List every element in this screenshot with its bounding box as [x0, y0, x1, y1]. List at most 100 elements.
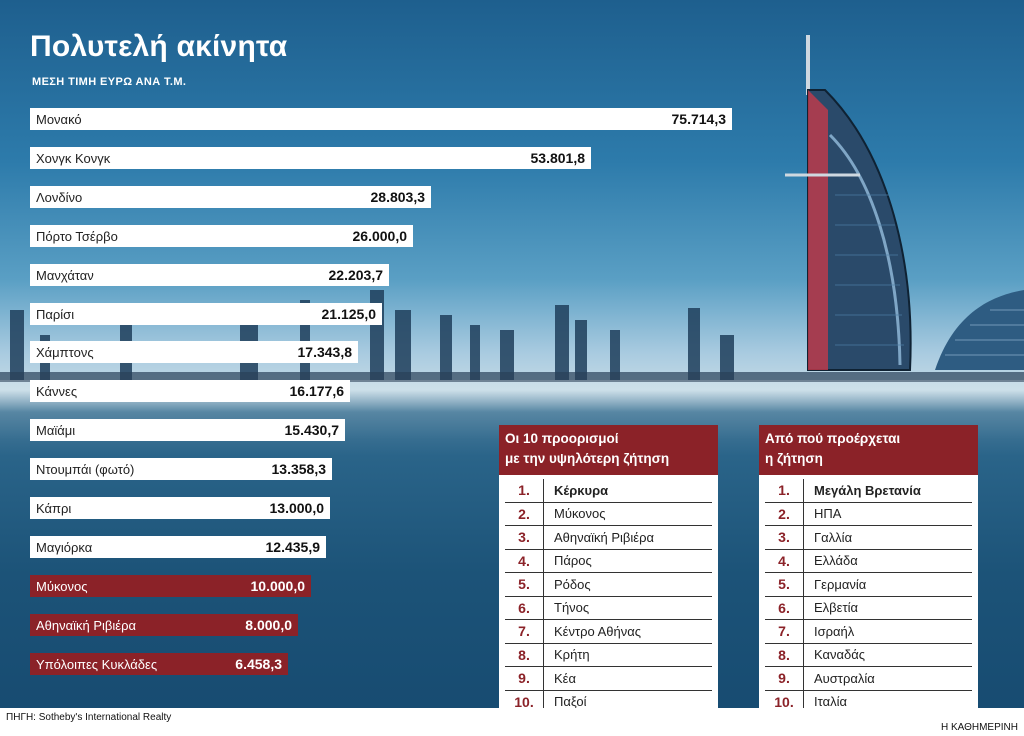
- destination-name: Τήνος: [554, 600, 590, 616]
- source-credit: ΠΗΓΗ: Sotheby's International Realty: [6, 712, 172, 723]
- origin-name: Αυστραλία: [814, 670, 875, 686]
- origin-row: 3. Γαλλία: [765, 526, 972, 550]
- bar-label: Μύκονος: [36, 578, 88, 594]
- bar-label: Κάπρι: [36, 500, 72, 516]
- destination-row: 3. Αθηναϊκή Ριβιέρα: [505, 526, 712, 550]
- destination-row: 7. Κέντρο Αθήνας: [505, 620, 712, 644]
- dome-building-illustration: [935, 290, 1024, 370]
- origin-rank: 8.: [765, 643, 804, 666]
- origin-name: Γαλλία: [814, 529, 853, 545]
- destination-rank: 3.: [505, 526, 544, 549]
- bar-value: 17.343,8: [297, 344, 353, 360]
- demand-origin-panel: Από πού προέρχεται η ζήτηση 1. Μεγάλη Βρε…: [759, 425, 978, 717]
- bar-value: 12.435,9: [265, 539, 321, 555]
- bar-15: Υπόλοιπες Κυκλάδες 6.458,3: [30, 653, 288, 675]
- origin-row: 6. Ελβετία: [765, 596, 972, 620]
- destination-rank: 7.: [505, 620, 544, 643]
- bar-value: 26.000,0: [352, 228, 408, 244]
- bar-value: 16.177,6: [289, 383, 345, 399]
- destination-name: Κρήτη: [554, 647, 590, 663]
- bar-label: Κάννες: [36, 383, 78, 399]
- destination-row: 1. Κέρκυρα: [505, 479, 712, 503]
- origin-row: 2. ΗΠΑ: [765, 502, 972, 526]
- bar-value: 21.125,0: [321, 306, 377, 322]
- destinations-panel: Οι 10 προορισμοί με την υψηλότερη ζήτηση…: [499, 425, 718, 717]
- bar-label: Λονδίνο: [36, 189, 83, 205]
- origin-row: 10. Ιταλία: [765, 690, 972, 713]
- chart-title: Πολυτελή ακίνητα: [30, 30, 288, 63]
- origin-name: Ελβετία: [814, 600, 858, 616]
- origin-name: ΗΠΑ: [814, 506, 842, 522]
- bar-1: Μονακό 75.714,3: [30, 108, 732, 130]
- bar-value: 15.430,7: [284, 422, 340, 438]
- bar-9: Μαϊάμι 15.430,7: [30, 419, 345, 441]
- destination-rank: 10.: [505, 690, 544, 713]
- bar-value: 8.000,0: [245, 617, 292, 633]
- origin-name: Μεγάλη Βρετανία: [814, 482, 921, 498]
- bar-11: Κάπρι 13.000,0: [30, 497, 330, 519]
- bar-4: Πόρτο Τσέρβο 26.000,0: [30, 225, 413, 247]
- bar-8: Κάννες 16.177,6: [30, 380, 350, 402]
- origin-rank: 4.: [765, 549, 804, 572]
- bar-value: 13.358,3: [271, 461, 327, 477]
- destination-name: Παξοί: [554, 694, 587, 710]
- bar-label: Χονγκ Κονγκ: [36, 150, 111, 166]
- bar-label: Μαϊάμι: [36, 422, 76, 438]
- bar-value: 53.801,8: [530, 150, 586, 166]
- bar-2: Χονγκ Κονγκ 53.801,8: [30, 147, 591, 169]
- destination-rank: 4.: [505, 549, 544, 572]
- destination-rank: 8.: [505, 643, 544, 666]
- destination-row: 2. Μύκονος: [505, 502, 712, 526]
- demand-origin-panel-header: Από πού προέρχεται η ζήτηση: [759, 425, 978, 475]
- origin-row: 4. Ελλάδα: [765, 549, 972, 573]
- bar-10: Ντουμπάι (φωτό) 13.358,3: [30, 458, 332, 480]
- bar-3: Λονδίνο 28.803,3: [30, 186, 431, 208]
- destination-row: 6. Τήνος: [505, 596, 712, 620]
- bar-value: 75.714,3: [671, 111, 727, 127]
- burj-al-arab-illustration: [785, 35, 912, 371]
- destination-name: Ρόδος: [554, 576, 591, 592]
- destination-name: Αθηναϊκή Ριβιέρα: [554, 529, 655, 545]
- destination-rank: 2.: [505, 502, 544, 525]
- origin-rank: 9.: [765, 667, 804, 690]
- bar-label: Μανχάταν: [36, 267, 94, 283]
- destination-name: Μύκονος: [554, 506, 606, 522]
- origin-rank: 5.: [765, 573, 804, 596]
- destination-name: Πάρος: [554, 553, 592, 569]
- destination-rank: 1.: [505, 479, 544, 502]
- bar-13: Μύκονος 10.000,0: [30, 575, 311, 597]
- origin-rank: 3.: [765, 526, 804, 549]
- origin-row: 1. Μεγάλη Βρετανία: [765, 479, 972, 503]
- bar-value: 13.000,0: [269, 500, 325, 516]
- destination-rank: 6.: [505, 596, 544, 619]
- footer: ΠΗΓΗ: Sotheby's International Realty Η Κ…: [0, 708, 1024, 736]
- destinations-title-line2: με την υψηλότερη ζήτηση: [505, 451, 670, 466]
- destination-row: 8. Κρήτη: [505, 643, 712, 667]
- bar-value: 10.000,0: [250, 578, 306, 594]
- origin-row: 7. Ισραήλ: [765, 620, 972, 644]
- destinations-title-line1: Οι 10 προορισμοί: [505, 431, 619, 446]
- bar-label: Ντουμπάι (φωτό): [36, 461, 135, 477]
- bar-value: 22.203,7: [328, 267, 384, 283]
- bar-6: Παρίσι 21.125,0: [30, 303, 382, 325]
- bar-value: 28.803,3: [370, 189, 426, 205]
- bar-label: Μονακό: [36, 111, 82, 127]
- bar-value: 6.458,3: [235, 656, 282, 672]
- destination-row: 5. Ρόδος: [505, 573, 712, 597]
- origin-rank: 2.: [765, 502, 804, 525]
- origin-name: Ισραήλ: [814, 623, 855, 639]
- publisher-credit: Η ΚΑΘΗΜΕΡΙΝΗ: [940, 722, 1018, 733]
- origin-rank: 1.: [765, 479, 804, 502]
- origin-row: 9. Αυστραλία: [765, 667, 972, 691]
- destination-row: 10. Παξοί: [505, 690, 712, 713]
- origin-name: Ιταλία: [814, 694, 847, 710]
- origin-row: 8. Καναδάς: [765, 643, 972, 667]
- destinations-panel-header: Οι 10 προορισμοί με την υψηλότερη ζήτηση: [499, 425, 718, 475]
- bar-5: Μανχάταν 22.203,7: [30, 264, 389, 286]
- bar-label: Πόρτο Τσέρβο: [36, 228, 118, 244]
- bar-label: Μαγιόρκα: [36, 539, 93, 555]
- destinations-list: 1. Κέρκυρα 2. Μύκονος 3. Αθηναϊκή Ριβιέρα 4. Πά…: [499, 475, 718, 717]
- origin-name: Ελλάδα: [814, 553, 858, 569]
- demand-origin-title-line2: η ζήτηση: [765, 451, 823, 466]
